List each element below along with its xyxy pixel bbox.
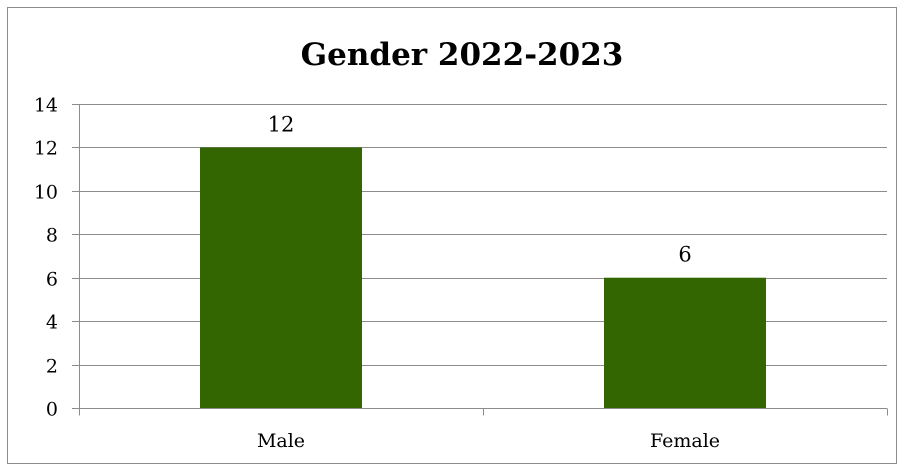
category-label-female: Female [650, 430, 720, 452]
bar-female [604, 277, 766, 408]
y-tick-label-8: 8 [46, 225, 58, 247]
data-label-male: 12 [268, 112, 295, 136]
y-tick-label-0: 0 [46, 399, 58, 421]
bars [200, 147, 766, 408]
bar-male [200, 147, 362, 408]
category-label-male: Male [257, 430, 305, 452]
axes [72, 104, 888, 416]
chart-title: Gender 2022-2023 [301, 37, 624, 73]
y-tick-label-6: 6 [46, 269, 58, 291]
y-tick-label-4: 4 [46, 312, 58, 334]
data-label-female: 6 [678, 243, 691, 267]
y-tick-label-2: 2 [46, 356, 58, 378]
y-tick-label-14: 14 [34, 95, 58, 117]
y-tick-label-12: 12 [34, 138, 58, 160]
y-tick-label-10: 10 [34, 182, 58, 204]
labels: 0 2 4 6 8 10 12 14 12 Male 6 Female [34, 95, 720, 453]
chart-frame [7, 7, 897, 464]
